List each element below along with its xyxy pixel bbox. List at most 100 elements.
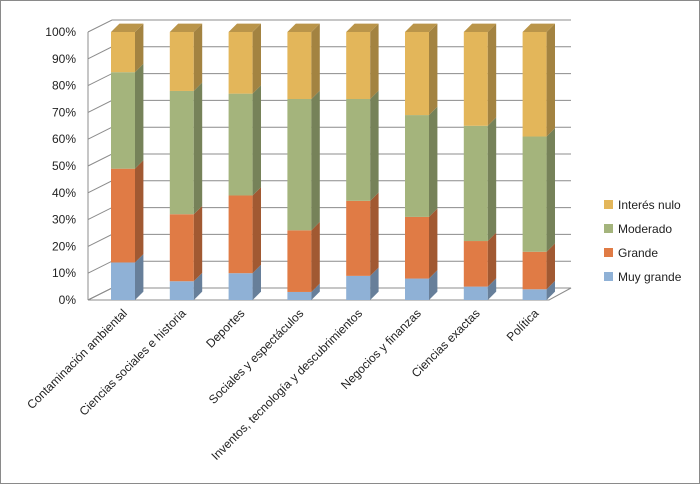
bar-segment-side: [370, 90, 379, 201]
y-gridline: [87, 126, 571, 140]
bar-segment-top: [287, 23, 320, 32]
y-gridline: [87, 207, 571, 221]
bar-segment-side: [429, 23, 438, 116]
bar-segment-side: [429, 106, 438, 217]
bar-segment: [169, 281, 194, 300]
bar-segment: [111, 262, 135, 300]
bar-segment: [228, 273, 253, 300]
x-category-label: Ciencias sociales e historia: [76, 306, 188, 418]
bar-segment-side: [135, 160, 144, 263]
bar-segment-side: [311, 221, 320, 292]
bar-segment: [169, 214, 194, 282]
legend-label: Muy grande: [618, 270, 682, 284]
legend-label: Grande: [618, 246, 658, 260]
bar-segment-side: [135, 63, 144, 169]
chart-floor: [87, 287, 572, 301]
bar-segment: [522, 136, 547, 252]
bar-segment: [346, 32, 371, 99]
y-tick-label: 70%: [52, 105, 76, 119]
bar-stack: [405, 23, 438, 300]
bar-segment: [463, 125, 488, 242]
bar-stack: [522, 23, 555, 300]
bar-segment-side: [193, 272, 203, 300]
y-tick-label: 30%: [52, 213, 76, 227]
bar-segment-side: [252, 264, 261, 300]
x-category-label: Sociales y espectáculos: [206, 306, 306, 406]
y-tick-label: 50%: [52, 159, 76, 173]
bar-segment: [522, 32, 547, 137]
y-tick-label: 40%: [52, 186, 76, 200]
legend-label: Moderado: [618, 222, 672, 236]
bar-segment: [522, 289, 547, 300]
y-gridline: [87, 73, 571, 87]
bar-segment: [346, 99, 371, 201]
x-category-label: Política: [504, 306, 542, 344]
y-gridline: [87, 99, 571, 113]
bar-segment-side: [311, 23, 320, 100]
bar-segment-top: [522, 23, 555, 32]
bar-segment: [111, 32, 135, 73]
bar-segment-side: [546, 243, 555, 290]
bar-segment-side: [193, 82, 203, 215]
bar-segment: [405, 115, 429, 217]
bar-stack: [287, 23, 320, 300]
bar-segment-side: [311, 283, 320, 300]
bar-segment-side: [546, 23, 555, 137]
y-tick-label: 10%: [52, 266, 76, 280]
bar-segment: [287, 291, 312, 300]
bar-segment-side: [487, 23, 497, 126]
bar-segment-side: [252, 85, 261, 196]
bar-segment-side: [429, 270, 438, 300]
bar-segment: [287, 32, 312, 99]
bar-segment-side: [429, 208, 438, 279]
bar-segment: [111, 72, 135, 169]
bar-segment: [287, 99, 312, 231]
legend-swatch: [604, 248, 613, 257]
bar-segment: [169, 32, 194, 91]
y-tick-label: 20%: [52, 239, 76, 253]
legend-swatch: [604, 224, 613, 233]
bar-segment-top: [228, 23, 261, 32]
bar-segment-side: [193, 23, 203, 91]
bar-segment-side: [370, 192, 379, 276]
bar-segment-side: [252, 187, 261, 274]
bar-segment: [169, 90, 194, 215]
bar-segment-top: [346, 23, 379, 32]
bar-stack: [169, 23, 203, 300]
y-tick-label: 0%: [59, 293, 77, 307]
bar-segment: [405, 32, 429, 116]
legend-swatch: [604, 200, 613, 209]
y-tick-label: 60%: [52, 132, 76, 146]
y-gridline: [87, 260, 571, 274]
bar-segment-side: [193, 205, 203, 282]
y-tick-label: 100%: [45, 25, 76, 39]
bar-segment-side: [487, 232, 497, 287]
bar-segment: [228, 93, 253, 196]
bar-segment-side: [487, 278, 497, 300]
bar-segment: [405, 216, 429, 279]
bar-segment-top: [463, 23, 497, 32]
bar-segment: [228, 195, 253, 274]
y-gridline: [87, 180, 571, 194]
bar-segment: [522, 251, 547, 290]
bar-segment: [228, 32, 253, 94]
x-category-label: Deportes: [203, 306, 247, 350]
bar-segment-side: [546, 280, 555, 300]
bar-segment-side: [311, 90, 320, 231]
bar-segment-side: [487, 117, 497, 242]
bar-segment-side: [135, 254, 144, 300]
bar-stack: [346, 23, 379, 300]
y-tick-label: 90%: [52, 52, 76, 66]
bar-segment-top: [169, 23, 203, 32]
bar-segment-side: [546, 128, 555, 252]
bar-stack: [463, 23, 497, 300]
y-gridline: [87, 233, 571, 247]
bar-stack: [228, 23, 261, 300]
bar-segment: [346, 200, 371, 276]
y-gridline: [87, 19, 571, 33]
legend-swatch: [604, 272, 613, 281]
bar-stack: [111, 23, 144, 300]
bar-segment: [405, 278, 429, 300]
